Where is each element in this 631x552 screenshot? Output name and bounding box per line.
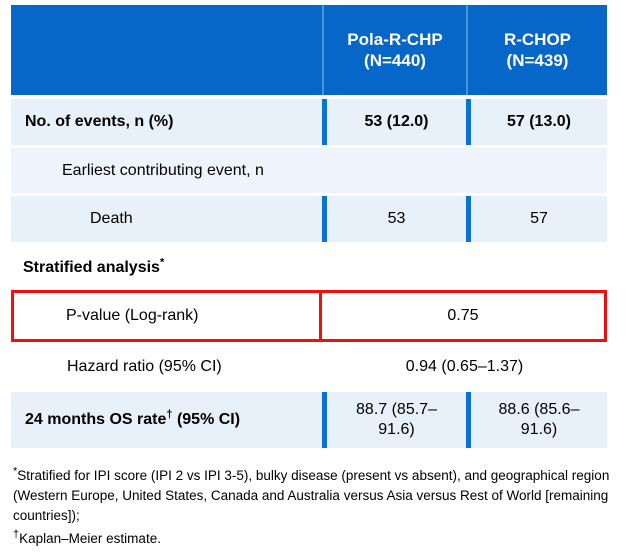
arm1-n: (N=440)	[364, 51, 426, 70]
row-label: 24 months OS rate† (95% CI)	[11, 408, 322, 429]
row-hazard-ratio: Hazard ratio (95% CI) 0.94 (0.65–1.37)	[11, 345, 607, 389]
arm1-name: Pola-R-CHP	[347, 30, 443, 49]
row-label-text: 24 months OS rate	[25, 411, 167, 428]
death-arm1-value: 53	[322, 196, 466, 242]
row-stratified-analysis: Stratified analysis*	[11, 245, 607, 290]
death-arm2-value: 57	[466, 196, 607, 242]
footnotes: *Stratified for IPI score (IPI 2 vs IPI …	[13, 466, 613, 549]
row-label: Death	[90, 210, 133, 227]
asterisk-superscript: *	[13, 465, 18, 478]
row-label: No. of events, n (%)	[25, 113, 174, 130]
row-label: P-value (Log-rank)	[14, 293, 322, 339]
events-arm1-value: 53 (12.0)	[322, 99, 466, 145]
footnote-stratification: *Stratified for IPI score (IPI 2 vs IPI …	[13, 466, 613, 526]
row-p-value-highlighted: P-value (Log-rank) 0.75	[11, 290, 607, 342]
dagger-superscript: †	[13, 528, 20, 541]
events-arm2-value: 57 (13.0)	[466, 99, 607, 145]
dagger-superscript: †	[166, 408, 173, 421]
section-label-text: Stratified analysis	[23, 258, 160, 276]
footnote-kaplan-meier: †Kaplan–Meier estimate.	[13, 529, 613, 549]
arm2-n: (N=439)	[506, 51, 569, 70]
header-empty-cell	[11, 5, 322, 95]
section-label: Stratified analysis*	[11, 256, 165, 277]
row-label: Hazard ratio (95% CI)	[67, 358, 222, 375]
hazard-ratio-value: 0.94 (0.65–1.37)	[405, 358, 524, 375]
row-no-of-events: No. of events, n (%) 53 (12.0) 57 (13.0)	[11, 99, 607, 145]
row-earliest-contributing-event: Earliest contributing event, n	[11, 148, 607, 193]
arm2-name: R-CHOP	[503, 30, 572, 49]
header-arm-pola-r-chp: Pola-R-CHP (N=440)	[322, 5, 466, 95]
footnote-text: Stratified for IPI score (IPI 2 vs IPI 3…	[13, 468, 610, 523]
footnote-text: Kaplan–Meier estimate.	[19, 531, 161, 546]
row-label-suffix: (95% CI)	[172, 411, 241, 428]
os-rate-arm2-value: 88.6 (85.6–91.6)	[466, 392, 607, 448]
header-arm-r-chop: R-CHOP (N=439)	[466, 5, 607, 95]
table-header-row: Pola-R-CHP (N=440) R-CHOP (N=439)	[11, 5, 607, 95]
row-24-months-os-rate: 24 months OS rate† (95% CI) 88.7 (85.7–9…	[11, 392, 607, 448]
os-rate-arm1-value: 88.7 (85.7–91.6)	[322, 392, 466, 448]
row-label: Earliest contributing event, n	[62, 161, 264, 179]
os-results-table: Pola-R-CHP (N=440) R-CHOP (N=439) No. of…	[11, 5, 607, 451]
asterisk-superscript: *	[159, 256, 165, 269]
p-value: 0.75	[447, 307, 479, 324]
row-death: Death 53 57	[11, 196, 607, 242]
